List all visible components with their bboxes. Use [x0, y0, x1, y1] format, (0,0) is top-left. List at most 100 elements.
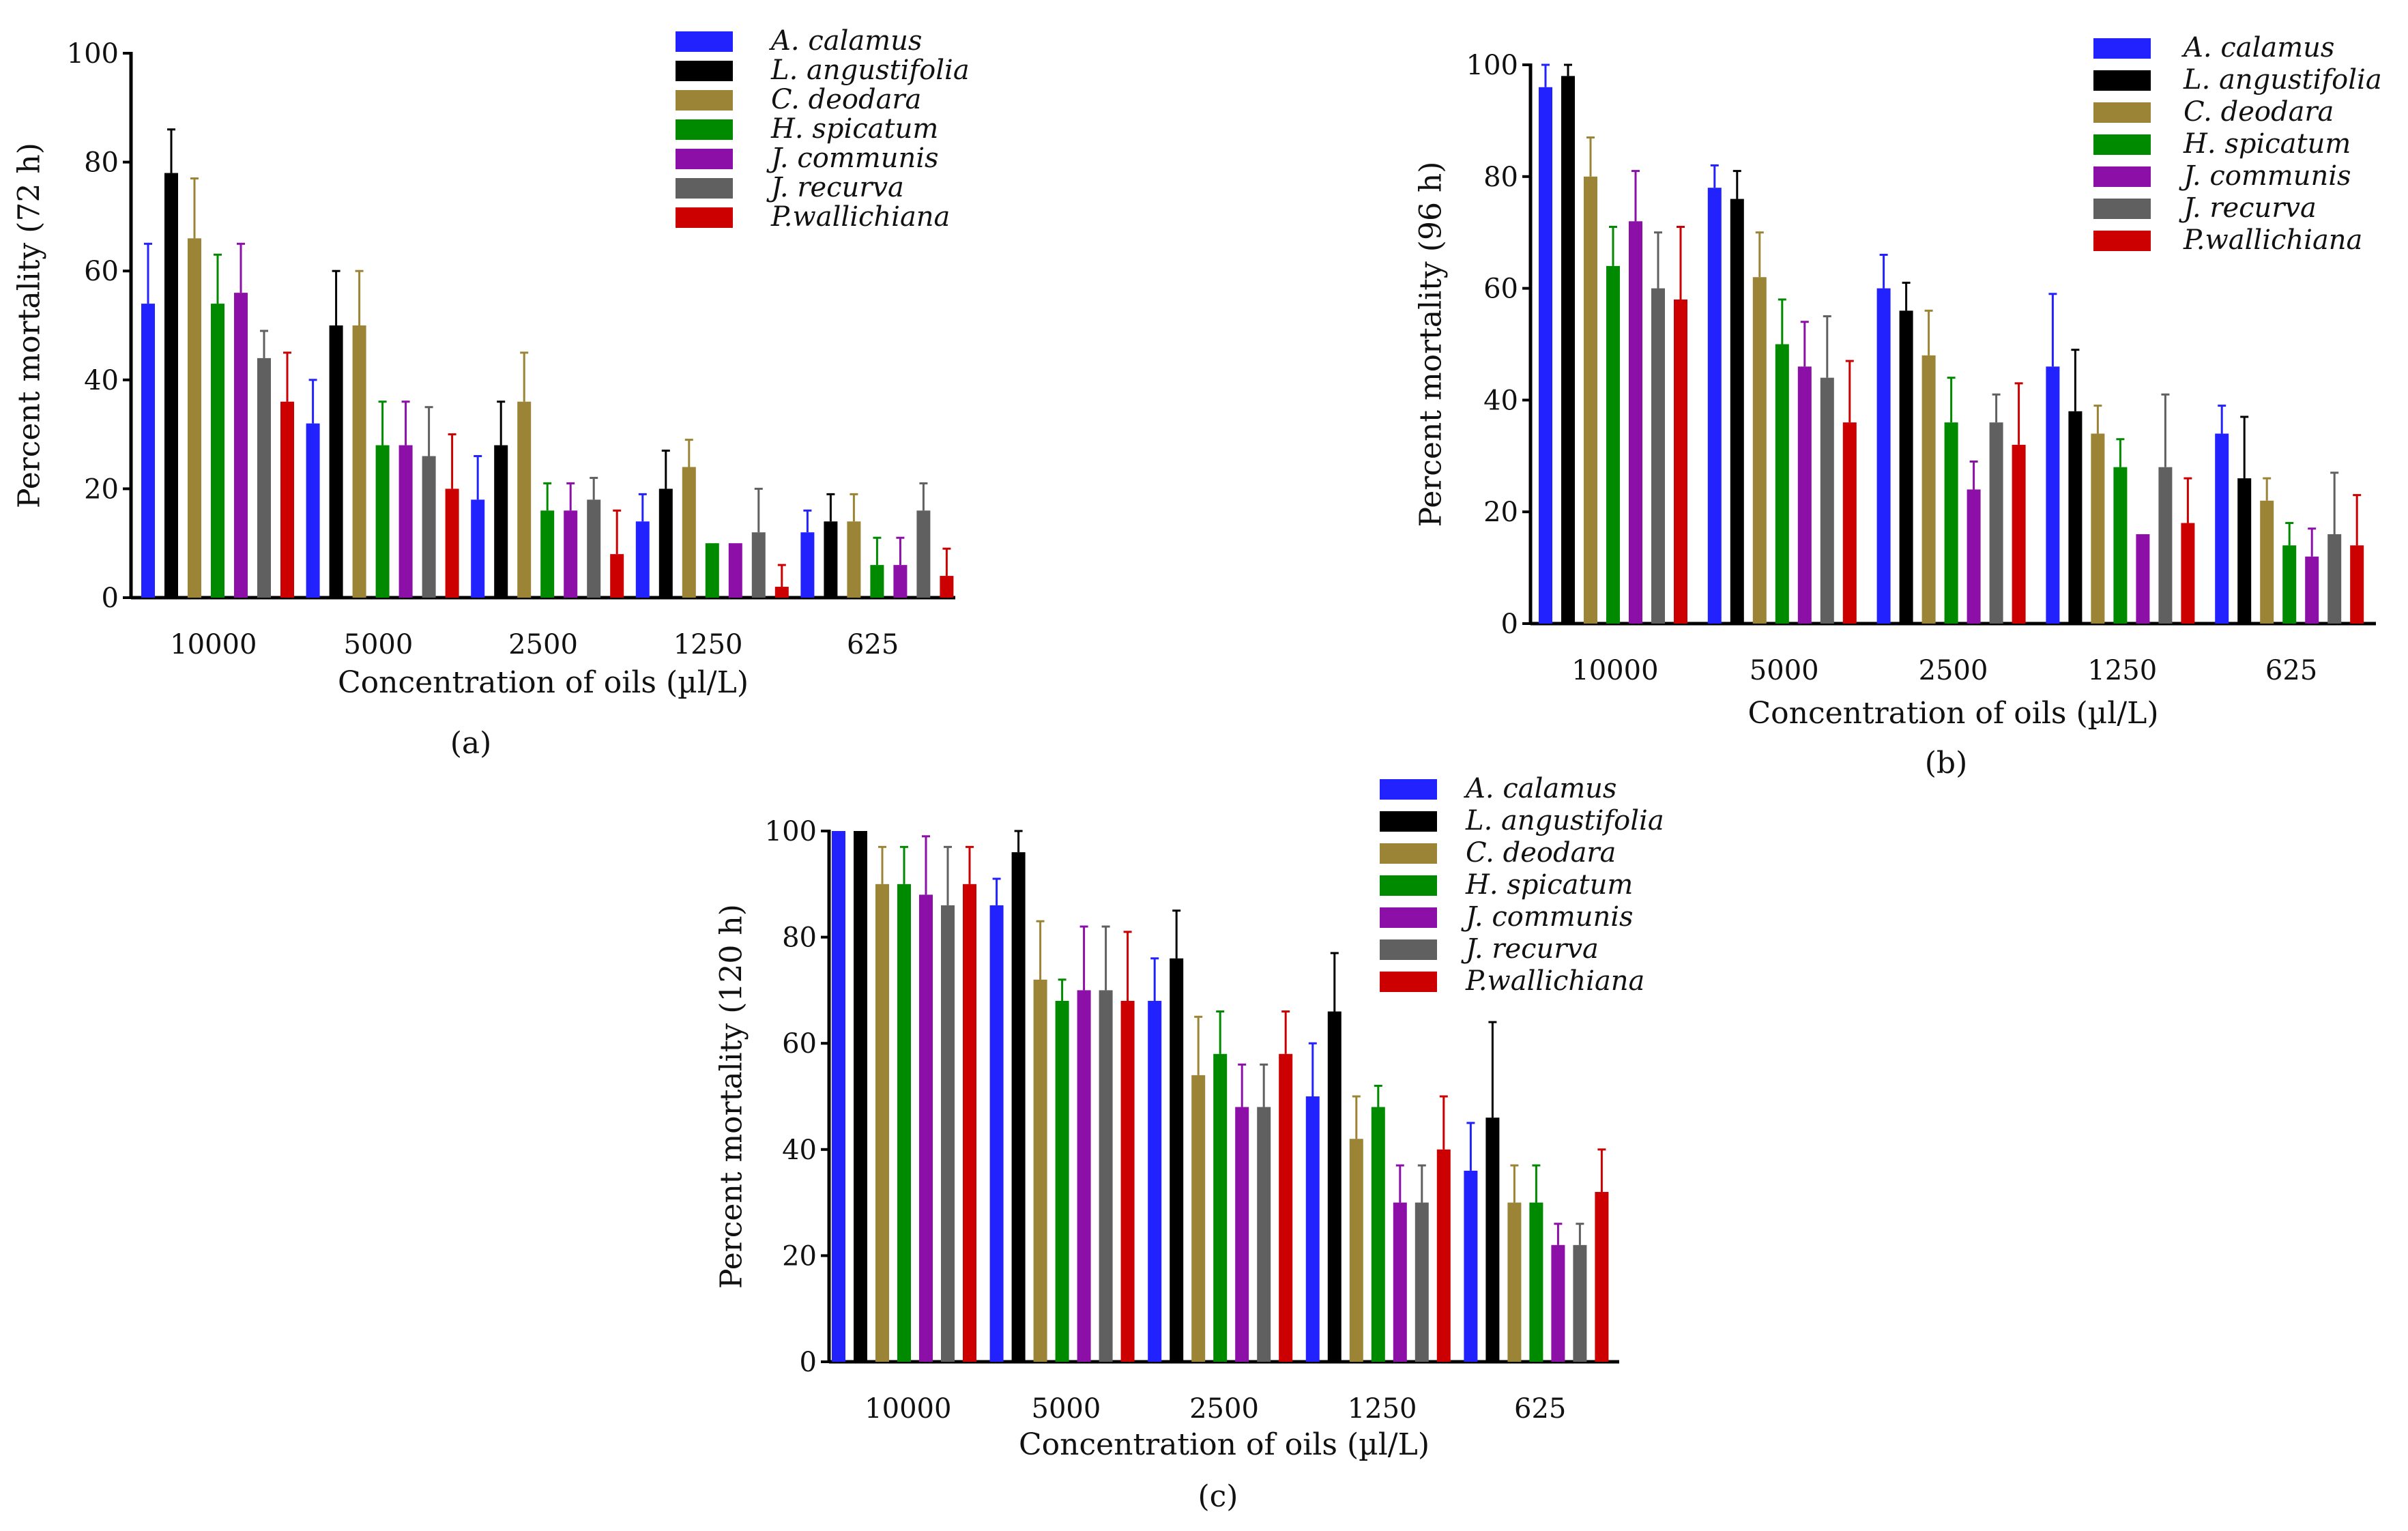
x-tick-label: 1250	[1348, 1393, 1417, 1425]
chart-panel-3: 0 20 40 60 80 100 10000 5000 2500 1250 625 Concentr…	[714, 773, 1664, 1514]
legend-entry: C. deodara	[2184, 96, 2334, 128]
legend-entry: J. recurva	[1461, 933, 1599, 965]
legend-swatch	[1380, 972, 1437, 992]
bar	[1305, 1096, 1320, 1362]
bar	[635, 521, 650, 598]
legend-swatch	[1380, 875, 1437, 896]
bar	[1170, 958, 1184, 1362]
bar	[1436, 1149, 1451, 1362]
legend-swatch	[2093, 166, 2151, 187]
bar	[1371, 1107, 1385, 1362]
bar	[2158, 467, 2173, 624]
panel-label: (b)	[1925, 746, 1968, 781]
bar	[329, 325, 343, 598]
bar	[1507, 1202, 1522, 1362]
bar	[1989, 422, 2003, 624]
bar	[471, 499, 485, 598]
x-tick-label: 625	[847, 629, 899, 660]
bar	[847, 521, 861, 598]
legend-swatch	[676, 149, 733, 169]
bar	[540, 510, 555, 598]
y-tick-label: 20	[1483, 497, 1518, 528]
bar	[824, 521, 838, 598]
bar	[2350, 545, 2364, 624]
legend-swatch	[676, 119, 733, 140]
legend-swatch	[676, 61, 733, 81]
bar	[1257, 1107, 1271, 1362]
chart-panel-1: 0 20 40 60 80 100 10000 5000 2500 1250 625 Concentr…	[12, 25, 970, 761]
x-axis-title: Concentration of oils (µl/L)	[1747, 696, 2158, 731]
legend-swatch	[1380, 939, 1437, 960]
bar	[1674, 299, 1687, 624]
legend-entry: J. communis	[1461, 901, 1634, 933]
bar	[1797, 366, 1812, 624]
bar	[517, 401, 532, 598]
bar	[1752, 277, 1767, 624]
x-axis-title: Concentration of oils (µl/L)	[338, 665, 749, 700]
bar	[352, 325, 366, 598]
bar	[1629, 221, 1642, 624]
bar	[188, 238, 201, 598]
bar	[1485, 1118, 1500, 1362]
x-axis-title: Concentration of oils (µl/L)	[1019, 1427, 1430, 1462]
y-tick-label: 20	[84, 473, 119, 505]
bar	[2181, 523, 2195, 624]
legend-swatch	[676, 90, 733, 111]
bar	[1921, 355, 1936, 624]
y-tick-label: 60	[1483, 274, 1518, 305]
x-tick-label: 625	[1514, 1393, 1566, 1425]
bar	[1595, 1192, 1609, 1362]
bar	[1033, 979, 1047, 1362]
bar	[2136, 534, 2150, 624]
legend-entry: C. deodara	[771, 84, 921, 115]
bar	[2305, 556, 2319, 624]
x-tick-label: 2500	[1919, 655, 1988, 686]
bar	[610, 554, 624, 598]
bar	[1561, 76, 1575, 624]
bar	[1573, 1244, 1587, 1362]
bar	[893, 565, 908, 598]
bar	[164, 173, 178, 598]
legend-swatch	[2093, 199, 2151, 219]
legend-swatch	[1380, 811, 1437, 832]
bar	[705, 543, 719, 598]
y-tick-label: 0	[102, 583, 119, 614]
bar	[751, 532, 766, 598]
bar	[1551, 1244, 1565, 1362]
y-tick-label: 40	[1483, 385, 1518, 416]
bar	[1464, 1170, 1478, 1362]
y-tick-label: 0	[1501, 609, 1518, 640]
bar	[1944, 422, 1958, 624]
legend-swatch	[2093, 134, 2151, 155]
bar	[1011, 852, 1026, 1362]
y-tick-label: 80	[84, 147, 119, 179]
bar	[1876, 288, 1891, 624]
bar	[2327, 534, 2342, 624]
legend-entry: J. recurva	[766, 172, 904, 203]
bar	[211, 304, 224, 598]
bar	[1967, 489, 1981, 624]
bar	[422, 456, 436, 598]
bar	[1820, 377, 1834, 624]
bar	[1393, 1202, 1407, 1362]
legend-entry: A. calamus	[1463, 773, 1616, 804]
x-tick-label: 10000	[1571, 655, 1658, 686]
legend-entry: L. angustifolia	[2183, 64, 2382, 96]
bar	[234, 293, 248, 598]
y-axis-title: Percent mortality (72 h)	[12, 143, 47, 508]
bar	[1606, 265, 1620, 624]
bar	[658, 489, 673, 598]
legend-entry: J. communis	[766, 143, 939, 174]
bar	[1651, 288, 1665, 624]
bar	[2068, 411, 2083, 624]
bar	[1279, 1053, 1293, 1362]
legend-entry: P.wallichiana	[2183, 224, 2362, 256]
bar	[1235, 1107, 1249, 1362]
legend-swatch	[2093, 38, 2151, 59]
y-tick-label: 0	[800, 1347, 817, 1378]
legend-entry: C. deodara	[1466, 837, 1616, 869]
x-tick-label: 10000	[865, 1393, 951, 1425]
legend-swatch	[1380, 779, 1437, 800]
bar	[1099, 990, 1113, 1362]
y-tick-label: 80	[782, 922, 817, 954]
